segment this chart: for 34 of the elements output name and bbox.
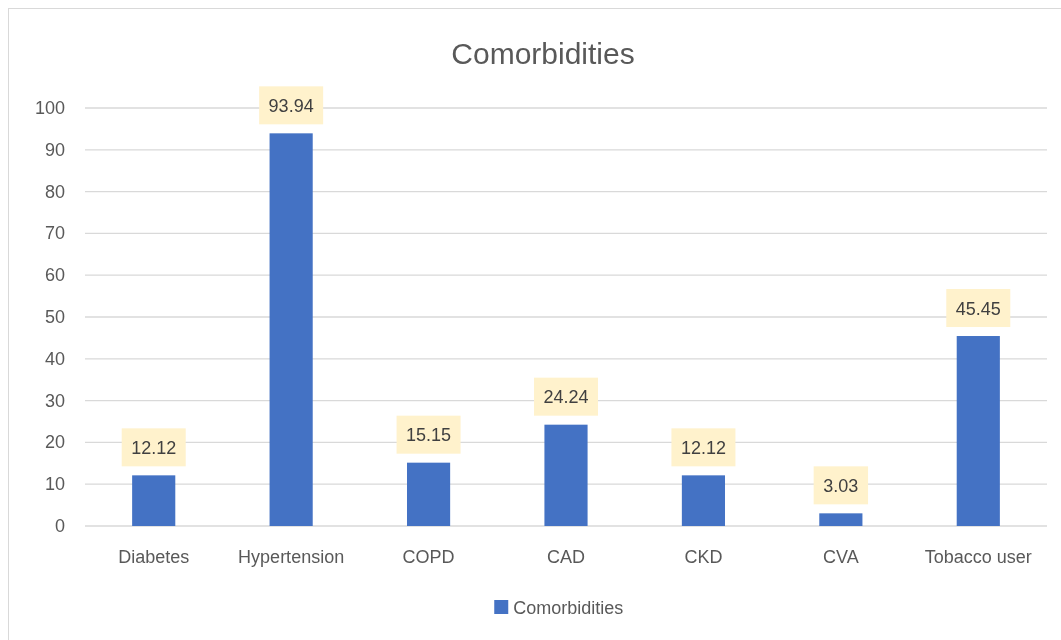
data-label: 15.15: [406, 425, 452, 446]
y-tick-label: 70: [44, 223, 65, 244]
chart-title: Comorbidities: [451, 37, 635, 70]
bar: [132, 475, 176, 526]
x-tick-label: CAD: [546, 547, 586, 567]
y-tick-label: 50: [44, 307, 65, 327]
x-tick-label: COPD: [402, 547, 455, 567]
legend-label: Comorbidities: [513, 597, 624, 618]
y-tick-label: 0: [54, 516, 65, 536]
bar: [269, 133, 313, 526]
x-tick-label: Diabetes: [118, 547, 190, 567]
y-tick-label: 100: [34, 98, 65, 118]
y-tick-label: 80: [44, 181, 65, 202]
y-tick-label: 60: [44, 265, 65, 286]
data-label: 45.45: [955, 298, 1001, 319]
y-tick-label: 90: [44, 139, 65, 160]
x-tick-label: CKD: [684, 547, 723, 567]
bar: [407, 462, 451, 526]
y-tick-label: 40: [44, 348, 65, 369]
y-tick-label: 10: [44, 474, 65, 495]
y-tick-label: 20: [44, 432, 65, 453]
bar: [544, 424, 588, 526]
x-tick-label: CVA: [823, 547, 859, 567]
data-label: 93.94: [268, 95, 314, 116]
bar: [956, 336, 1000, 526]
data-label: 3.03: [823, 475, 859, 496]
data-label: 24.24: [543, 387, 589, 408]
data-label: 12.12: [131, 437, 177, 458]
data-label: 12.12: [680, 437, 726, 458]
bar: [819, 513, 863, 526]
x-tick-label: Tobacco user: [924, 547, 1032, 567]
x-tick-label: Hypertension: [238, 547, 345, 567]
y-tick-label: 30: [44, 390, 65, 411]
bar: [681, 475, 725, 526]
